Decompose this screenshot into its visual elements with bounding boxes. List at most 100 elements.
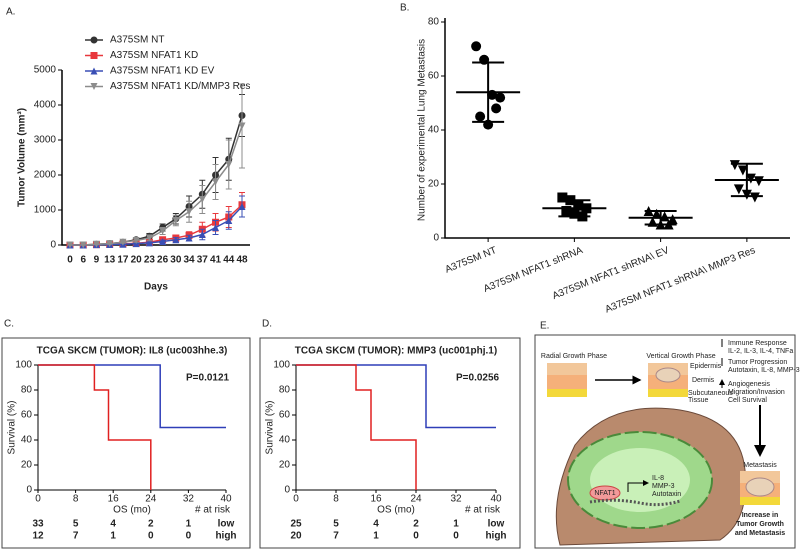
point [66, 241, 74, 249]
survival-curve [38, 364, 152, 490]
x-tick-label: 48 [236, 255, 248, 266]
survival-curve [38, 364, 226, 429]
at-risk: 2 [413, 519, 419, 530]
point [185, 234, 193, 242]
at-risk: 1 [110, 531, 116, 542]
axes [61, 70, 250, 246]
x-tick-label: 24 [145, 494, 157, 505]
y-axis-label: Survival (%) [7, 401, 18, 455]
panel-label: B. [400, 3, 409, 14]
y-tick-label: 0 [50, 240, 56, 251]
effect: Angiogenesis [728, 381, 771, 388]
x-tick-label: 41 [210, 255, 222, 266]
x-tick-label: A375SM NT [444, 245, 499, 276]
skin-radial [547, 363, 587, 397]
at-risk: 25 [290, 519, 302, 530]
legend-marker [90, 67, 98, 75]
radial-label: Radial Growth Phase [541, 353, 607, 360]
x-tick-label: 26 [157, 255, 169, 266]
x-tick-label: 17 [117, 255, 129, 266]
chart-title: TCGA SKCM (TUMOR): MMP3 (uc001phj.1) [295, 346, 497, 357]
risk-group: low [488, 519, 505, 530]
y-tick-label: 2000 [34, 170, 57, 181]
x-tick-label: 16 [370, 494, 382, 505]
sd-bar [472, 61, 505, 123]
nfat1: NFAT1 [594, 490, 615, 497]
point [238, 122, 246, 130]
x-tick-label: 34 [184, 255, 196, 266]
y-tick-label: 80 [279, 385, 291, 396]
y-tick-label: 40 [428, 125, 440, 136]
x-tick-label: 30 [170, 255, 182, 266]
p-value: P=0.0256 [456, 373, 500, 384]
target: IL-8 [652, 475, 664, 482]
y-tick-label: 1000 [34, 205, 57, 216]
point [729, 160, 740, 171]
at-risk: 12 [32, 531, 44, 542]
at-risk: 1 [186, 519, 192, 530]
target: MMP-3 [652, 483, 675, 490]
arrow [627, 480, 649, 492]
at-risk: 20 [290, 531, 302, 542]
x-tick-label: 37 [197, 255, 209, 266]
y-tick-label: 100 [15, 360, 32, 371]
point [737, 165, 748, 176]
panel-box [259, 337, 521, 549]
y-tick-label: 20 [428, 179, 440, 190]
layer-label: Dermis [692, 377, 715, 384]
effect: Tumor Progression [728, 359, 787, 366]
x-tick-label: A375SM NFAT1 shRNA\ MMP3 Res [604, 245, 757, 316]
y-tick-label: 5000 [34, 65, 57, 76]
x-tick-label: 6 [80, 255, 86, 266]
x-tick-label: 20 [131, 255, 143, 266]
point [733, 184, 744, 195]
y-tick-label: 80 [428, 17, 440, 28]
y-tick-label: 60 [428, 71, 440, 82]
axes [444, 18, 790, 239]
point [573, 200, 584, 211]
point [79, 241, 87, 249]
y-tick-label: 60 [21, 410, 33, 421]
point [651, 208, 662, 219]
x-tick-label: 8 [73, 494, 79, 505]
point [659, 211, 670, 222]
at-risk: 5 [73, 519, 79, 530]
at-risk: 7 [333, 531, 339, 542]
effect: Immune Response [728, 340, 787, 347]
layer-label: Epidermis [690, 363, 722, 370]
x-tick-label: 9 [94, 255, 100, 266]
outcome: and Metastasis [735, 530, 785, 537]
x-axis-label: Days [144, 282, 168, 293]
sd-bar [644, 210, 677, 226]
point [495, 92, 506, 103]
metastasis-label: Metastasis [743, 462, 777, 469]
y-axis-label: Number of experimental Lung Metastasis [417, 39, 428, 221]
point [198, 231, 206, 238]
y-axis-label: Tumor Volume (mm³) [17, 108, 28, 207]
legend-label: A375SM NFAT1 KD EV [110, 66, 215, 77]
point [491, 103, 502, 114]
effect: Cell Survival [728, 397, 767, 404]
point [225, 161, 233, 168]
legend-label: A375SM NFAT1 KD/MMP3 Res [110, 81, 250, 92]
at-risk: 0 [186, 531, 192, 542]
y-tick-label: 60 [279, 410, 291, 421]
x-axis-label: OS (mo) [113, 505, 151, 516]
panel-label: E. [540, 321, 549, 332]
y-tick-label: 40 [279, 435, 291, 446]
at-risk: 2 [148, 519, 154, 530]
point [471, 41, 482, 52]
x-tick-label: 8 [333, 494, 339, 505]
y-tick-label: 20 [21, 460, 33, 471]
layer-label: Tissue [688, 397, 708, 404]
x-axis-label: OS (mo) [377, 505, 415, 516]
legend-marker [90, 52, 98, 59]
legend-label: A375SM NT [110, 35, 164, 46]
point [212, 178, 220, 186]
point [667, 214, 678, 225]
x-tick-label: 13 [104, 255, 116, 266]
point [238, 203, 246, 210]
survival-curve [296, 364, 496, 429]
